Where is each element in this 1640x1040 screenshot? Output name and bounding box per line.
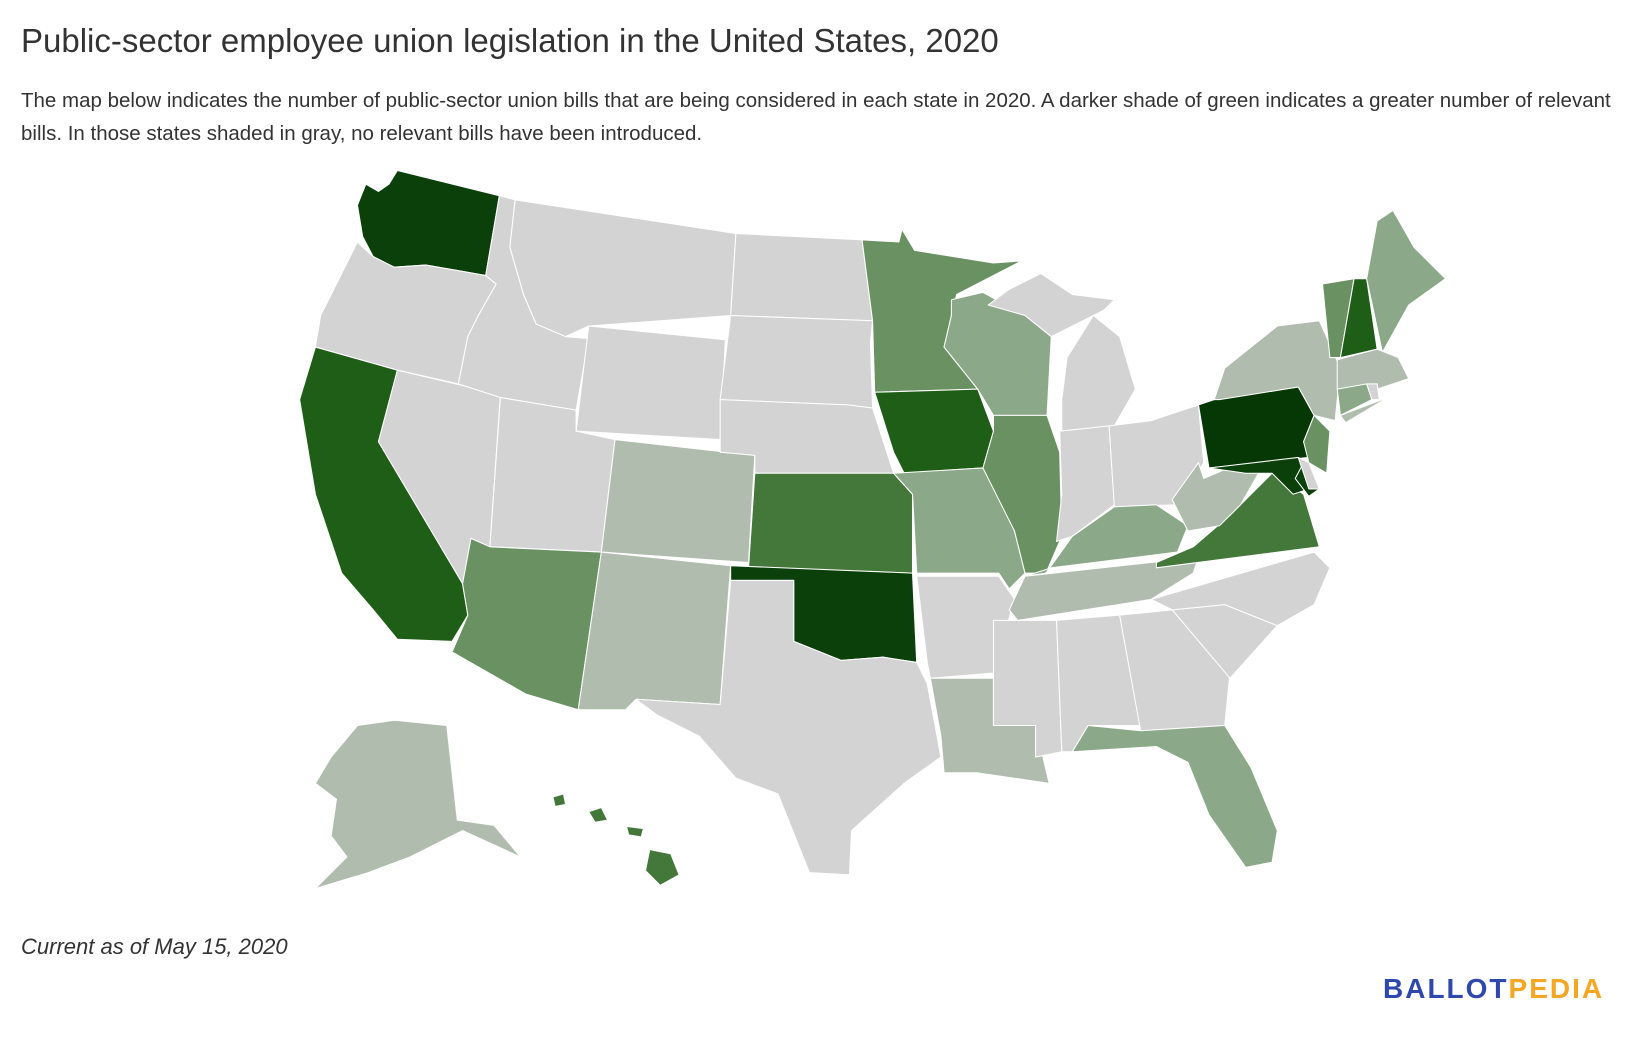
- state-shape[interactable]: [552, 793, 567, 807]
- logo-part-1: BALLOT: [1383, 973, 1509, 1004]
- state-shape[interactable]: [314, 719, 521, 889]
- state-shape[interactable]: [644, 849, 680, 886]
- state-ri[interactable]: [1366, 383, 1380, 401]
- state-shape[interactable]: [1339, 397, 1389, 424]
- state-fl[interactable]: [1071, 725, 1278, 868]
- state-sd[interactable]: [719, 315, 874, 409]
- state-nc[interactable]: [1150, 551, 1331, 627]
- ballotpedia-logo: BALLOTPEDIA: [1383, 973, 1604, 1005]
- state-ks[interactable]: [747, 472, 914, 574]
- state-de[interactable]: [1297, 456, 1320, 490]
- state-mi[interactable]: [987, 272, 1136, 432]
- state-shape[interactable]: [747, 472, 914, 574]
- state-shape[interactable]: [987, 272, 1115, 338]
- state-ky[interactable]: [1024, 504, 1189, 577]
- state-mt[interactable]: [509, 199, 737, 338]
- map-description: The map below indicates the number of pu…: [21, 89, 1611, 145]
- state-shape[interactable]: [588, 807, 609, 823]
- state-nj[interactable]: [1303, 414, 1331, 474]
- state-shape[interactable]: [626, 825, 644, 838]
- state-shape[interactable]: [577, 551, 732, 711]
- state-wy[interactable]: [575, 325, 726, 441]
- state-shape[interactable]: [1024, 504, 1189, 577]
- state-shape[interactable]: [600, 439, 756, 564]
- state-shape[interactable]: [1303, 414, 1331, 474]
- state-shape[interactable]: [451, 537, 602, 711]
- state-shape[interactable]: [1297, 456, 1320, 490]
- footnote: Current as of May 15, 2020: [21, 934, 288, 959]
- state-shape[interactable]: [874, 388, 994, 474]
- state-shape[interactable]: [509, 199, 737, 338]
- state-shape[interactable]: [1150, 551, 1331, 627]
- state-nm[interactable]: [577, 551, 732, 711]
- state-hi[interactable]: [552, 793, 680, 886]
- state-az[interactable]: [451, 537, 602, 711]
- state-ia[interactable]: [874, 388, 994, 474]
- page-title: Public-sector employee union legislation…: [21, 22, 999, 59]
- state-shape[interactable]: [719, 315, 874, 409]
- state-nd[interactable]: [730, 233, 874, 322]
- state-co[interactable]: [600, 439, 756, 564]
- state-tx[interactable]: [635, 579, 942, 876]
- state-shape[interactable]: [635, 579, 942, 876]
- state-shape[interactable]: [1071, 725, 1278, 868]
- state-ga[interactable]: [1119, 609, 1231, 732]
- state-shape[interactable]: [1366, 383, 1380, 401]
- state-shape[interactable]: [1119, 609, 1231, 732]
- state-shape[interactable]: [575, 325, 726, 441]
- state-shape[interactable]: [1061, 315, 1136, 432]
- state-me[interactable]: [1366, 209, 1447, 353]
- state-shape[interactable]: [730, 233, 874, 322]
- state-ak[interactable]: [314, 719, 521, 889]
- logo-part-2: PEDIA: [1508, 973, 1605, 1004]
- state-shape[interactable]: [1366, 209, 1447, 353]
